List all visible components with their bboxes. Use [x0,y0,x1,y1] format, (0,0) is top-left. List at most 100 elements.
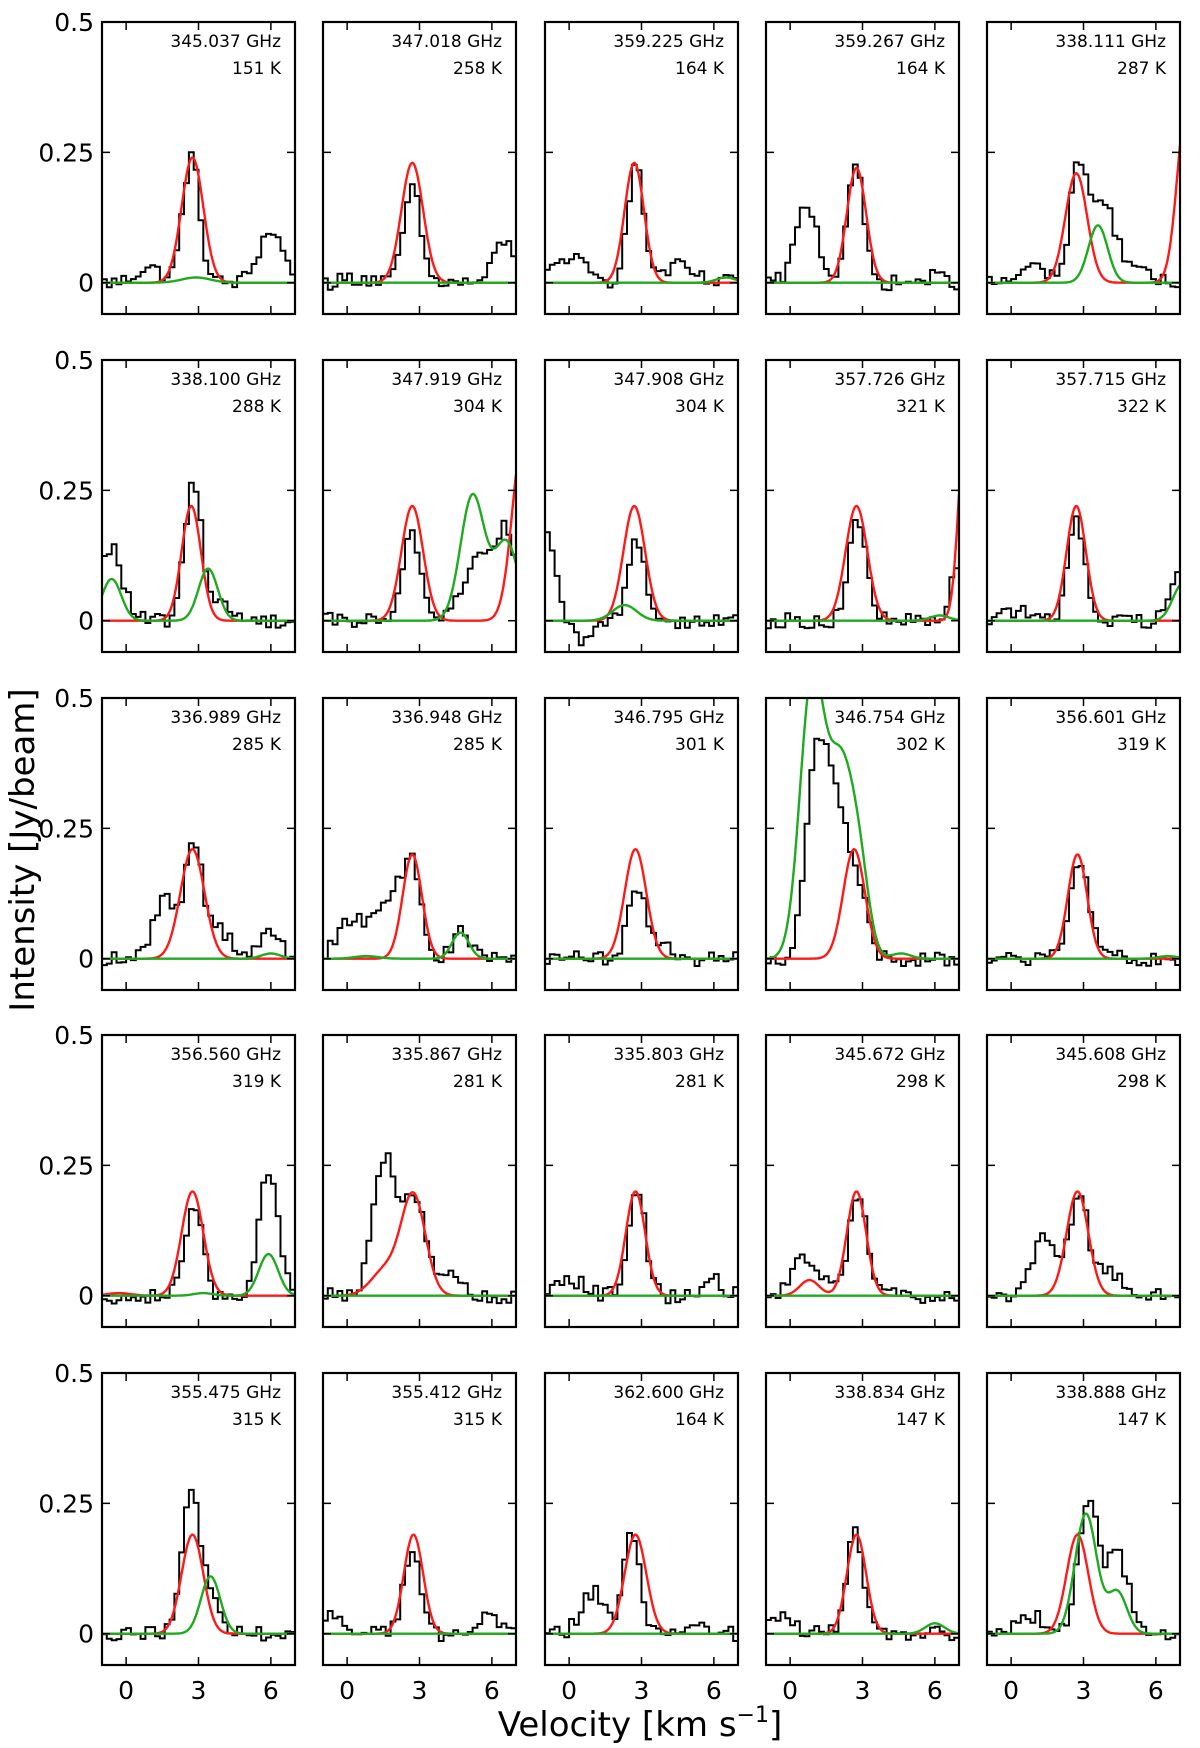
y-axis-label: Intensity [Jy/beam] [3,688,43,1011]
model-total-curve [545,276,738,284]
plot-area [766,1190,959,1304]
temperature-label: 281 K [675,1072,725,1092]
observed-spectrum [987,1499,1180,1641]
y-tick-label: 0.25 [38,138,94,167]
x-tick-label: 3 [634,1676,650,1705]
frequency-label: 355.475 GHz [170,1383,281,1403]
frequency-label: 346.795 GHz [613,708,724,728]
frequency-label: 359.225 GHz [613,32,724,52]
y-tick-label: 0.5 [54,1021,94,1050]
x-axis-label-exponent: −1 [737,1703,769,1728]
frequency-label: 345.672 GHz [834,1045,945,1065]
frequency-label: 356.560 GHz [170,1045,281,1065]
spectrum-panel: 359.225 GHz 164 K [543,20,740,316]
y-tick-label: 0.5 [54,684,94,713]
frequency-label: 359.267 GHz [834,32,945,52]
model-line-curve [766,1190,959,1297]
temperature-label: 319 K [232,1072,282,1092]
frequency-label: 335.867 GHz [391,1045,502,1065]
spectrum-panel: 346.795 GHz 301 K [543,696,740,992]
x-tick-label: 6 [927,1676,943,1705]
temperature-label: 304 K [675,397,725,417]
x-axis-label-end: ] [769,1705,782,1745]
temperature-label: 315 K [453,1410,503,1430]
frequency-label: 345.608 GHz [1055,1045,1166,1065]
spectrum-panel: 357.726 GHz 321 K [764,358,961,654]
observed-spectrum [987,161,1180,289]
temperature-label: 164 K [675,1410,725,1430]
y-tick-label: 0.5 [54,1359,94,1388]
model-total-curve [102,1252,295,1297]
frequency-label: 362.600 GHz [613,1383,724,1403]
model-line-curve [545,847,738,960]
plot-area [987,853,1180,967]
temperature-label: 285 K [232,735,282,755]
observed-spectrum [545,163,738,289]
temperature-label: 164 K [896,59,946,79]
model-total-curve [323,931,516,960]
plot-area [766,698,959,967]
spectrum-panel: 347.919 GHz 304 K [321,358,518,654]
temperature-label: 151 K [232,59,282,79]
model-total-curve [987,224,1180,284]
observed-spectrum [323,519,516,628]
observed-spectrum [766,737,959,967]
observed-spectrum [102,151,295,289]
x-axis-label: Velocity [km s−1] [498,1703,782,1745]
model-total-curve [766,698,959,960]
temperature-label: 301 K [675,735,725,755]
model-total-curve [102,567,295,622]
temperature-label: 298 K [1117,1072,1167,1092]
plot-area [766,494,959,630]
model-total-curve [987,584,1180,622]
spectrum-panel: 0 0.25 0.5 338.100 GHz 288 K [38,346,297,654]
x-tick-label: 3 [191,1676,207,1705]
x-tick-label: 0 [118,1676,134,1705]
spectrum-panel: 0 0.25 0.5 345.037 GHz 151 K [38,8,297,316]
plot-area [766,163,959,292]
panel-grid: 0 0.25 0.5 345.037 GHz 151 K 347.018 GHz 258 K… [38,8,1182,1705]
plot-area [323,1533,516,1642]
model-line-curve [323,474,516,622]
model-total-curve [987,1512,1180,1635]
temperature-label: 147 K [896,1410,946,1430]
x-tick-label: 3 [855,1676,871,1705]
x-tick-label: 0 [339,1676,355,1705]
model-line-curve [102,847,295,960]
x-tick-label: 0 [561,1676,577,1705]
spectrum-panel: 345.672 GHz 298 K [764,1033,961,1329]
observed-spectrum [102,1488,295,1642]
model-line-curve [102,1533,295,1635]
temperature-label: 315 K [232,1410,282,1430]
temperature-label: 288 K [232,397,282,417]
x-tick-label: 3 [1076,1676,1092,1705]
plot-area [323,161,516,291]
spectrum-panel: 0 3 6 355.412 GHz 315 K [321,1371,518,1705]
spectrum-panel: 336.948 GHz 285 K [321,696,518,992]
frequency-label: 338.100 GHz [170,370,281,390]
temperature-label: 298 K [896,1072,946,1092]
model-total-curve [766,1622,959,1635]
plot-area [987,1190,1180,1303]
frequency-label: 336.989 GHz [170,708,281,728]
plot-area [545,1190,738,1305]
x-tick-label: 6 [1148,1676,1164,1705]
x-tick-label: 6 [706,1676,722,1705]
plot-area [102,1174,295,1305]
y-tick-label: 0 [78,607,94,636]
frequency-label: 336.948 GHz [391,708,502,728]
frequency-label: 357.715 GHz [1055,370,1166,390]
plot-area [323,1152,516,1305]
temperature-label: 302 K [896,735,946,755]
observed-spectrum [323,1152,516,1305]
observed-spectrum [987,865,1180,967]
plot-area [102,151,295,289]
model-line-curve [766,494,959,622]
spectrum-panel: 335.803 GHz 281 K [543,1033,740,1329]
x-tick-label: 6 [484,1676,500,1705]
frequency-label: 338.888 GHz [1055,1383,1166,1403]
temperature-label: 322 K [1117,397,1167,417]
spectrum-panel: 335.867 GHz 281 K [321,1033,518,1329]
plot-area [987,1499,1180,1641]
spectrum-panel: 0 0.25 0.5 356.560 GHz 319 K [38,1021,297,1329]
